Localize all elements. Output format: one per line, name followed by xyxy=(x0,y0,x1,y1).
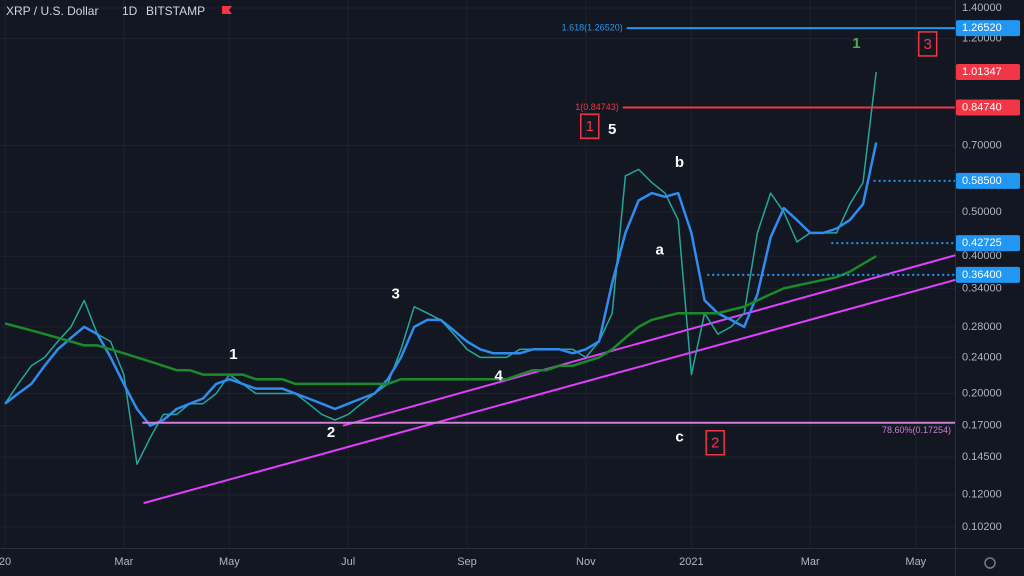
wave-box-label: 3 xyxy=(924,36,932,53)
series-line xyxy=(4,142,878,427)
wave-box-label: 2 xyxy=(711,435,719,452)
y-tick-label: 0.17000 xyxy=(962,420,1002,432)
y-tick-label: 0.28000 xyxy=(962,321,1002,333)
trend-line xyxy=(143,278,956,505)
x-tick-label: 20 xyxy=(0,556,11,568)
series-line xyxy=(4,255,877,386)
y-tick-label: 0.70000 xyxy=(962,139,1002,151)
plot: 1.618(1.26520) 1(0.84743) 78.60%(0.17254) 1… xyxy=(4,22,956,505)
x-tick-label: Sep xyxy=(457,556,477,568)
y-tick-label: 0.20000 xyxy=(962,387,1002,399)
price-tag-label: 0.58500 xyxy=(962,175,1002,187)
wave-box-label: 1 xyxy=(586,118,594,135)
level-label: 78.60%(0.17254) xyxy=(882,425,951,435)
y-tick-label: 0.50000 xyxy=(962,206,1002,218)
y-tick-label: 0.10200 xyxy=(962,521,1002,533)
x-tick-label: Nov xyxy=(576,556,596,568)
x-tick-label: May xyxy=(905,556,926,568)
trend-line xyxy=(342,254,956,427)
wave-box xyxy=(917,31,938,57)
price-tag-label: 1.01347 xyxy=(962,66,1002,78)
axis: 1.400001.200000.700000.500000.400000.340… xyxy=(0,2,1020,568)
x-tick-label: Mar xyxy=(114,556,133,568)
price-tag-label: 0.84740 xyxy=(962,101,1002,113)
y-tick-label: 0.40000 xyxy=(962,250,1002,262)
exchange: BITSTAMP xyxy=(146,4,205,18)
y-tick-label: 1.40000 xyxy=(962,2,1002,14)
price-tag xyxy=(956,172,1020,189)
wave-label: 4 xyxy=(495,367,504,384)
y-tick-label: 0.24000 xyxy=(962,351,1002,363)
y-tick-label: 0.12000 xyxy=(962,489,1002,501)
y-tick-label: 0.34000 xyxy=(962,282,1002,294)
x-tick-label: Mar xyxy=(801,556,820,568)
x-tick-label: May xyxy=(219,556,240,568)
price-tag xyxy=(956,266,1020,283)
wave-box xyxy=(705,429,725,456)
x-tick-label: Jul xyxy=(341,556,355,568)
price-tag xyxy=(956,20,1020,37)
wave-label: 1 xyxy=(852,35,860,52)
flag-icon[interactable] xyxy=(222,6,232,14)
wave-label: 5 xyxy=(608,121,616,138)
symbol-title: XRP / U.S. Dollar xyxy=(6,4,98,18)
level-label: 1.618(1.26520) xyxy=(562,22,623,32)
wave-label: c xyxy=(675,429,683,446)
price-tag-label: 1.26520 xyxy=(962,22,1002,34)
level-label: 1(0.84743) xyxy=(575,102,619,112)
price-tag xyxy=(956,235,1020,252)
settings-icon[interactable] xyxy=(984,557,996,569)
wave-label: 2 xyxy=(327,424,335,441)
price-tag-label: 0.42725 xyxy=(962,237,1002,249)
wave-box xyxy=(580,113,600,139)
wave-label: b xyxy=(675,154,684,171)
wave-label: 3 xyxy=(392,285,400,302)
price-tag xyxy=(956,64,1020,81)
price-tag-label: 0.36400 xyxy=(962,269,1002,281)
wave-label: 1 xyxy=(229,346,237,363)
y-tick-label: 0.14500 xyxy=(962,451,1002,463)
x-tick-label: 2021 xyxy=(679,556,703,568)
grid xyxy=(0,0,955,548)
wave-label: a xyxy=(656,241,665,258)
interval: 1D xyxy=(122,4,138,18)
price-tag xyxy=(956,99,1020,116)
